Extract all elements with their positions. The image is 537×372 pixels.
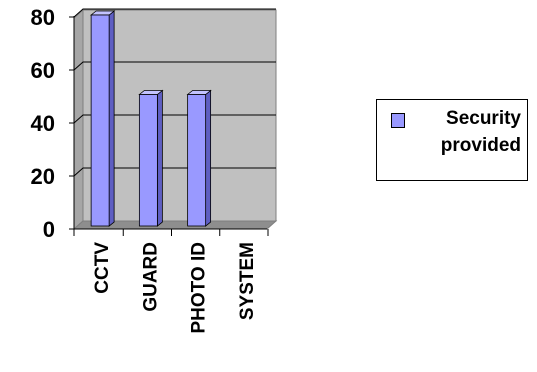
axes (69, 16, 269, 236)
y-tick-label: 80 (31, 5, 55, 30)
legend-swatch-security-provided (391, 113, 405, 128)
bar-photo-id (186, 89, 212, 227)
y-tick-label: 40 (31, 111, 55, 136)
y-tick-label: 20 (31, 164, 55, 189)
x-category-labels: CCTV GUARD PHOTO ID SYSTEM (92, 242, 258, 334)
bar-side (156, 89, 163, 227)
gridline (73, 114, 276, 124)
bar-cctv (89, 10, 116, 227)
bar-side (108, 10, 115, 227)
y-tick-labels: 0 20 40 60 80 (31, 5, 55, 242)
gridline (73, 8, 276, 18)
bar-guard (138, 89, 164, 227)
y-tick-label: 60 (31, 58, 55, 83)
x-category-label-system: SYSTEM (237, 242, 258, 320)
gridline (73, 167, 276, 177)
x-category-label-cctv: CCTV (92, 242, 113, 294)
legend: Security provided (376, 99, 528, 181)
y-tick-label: 0 (43, 217, 55, 242)
gridlines (73, 8, 276, 177)
bar-front (138, 94, 158, 227)
bar-front (187, 94, 207, 227)
gridline (73, 61, 276, 71)
legend-label-security-provided: Security provided (440, 108, 521, 156)
bar-front (90, 14, 110, 227)
bars (89, 10, 212, 227)
bar-side (205, 89, 212, 227)
x-category-label-guard: GUARD (140, 242, 161, 312)
x-category-label-photo-id: PHOTO ID (189, 242, 210, 334)
